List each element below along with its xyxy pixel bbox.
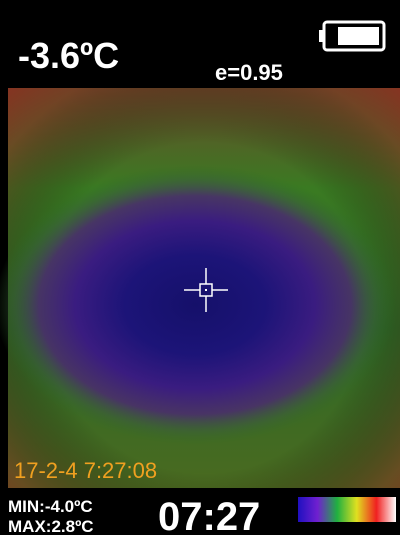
timestamp: 17-2-4 7:27:08 <box>14 458 157 483</box>
min-temperature: MIN:-4.0ºC <box>8 497 93 516</box>
battery-level <box>338 27 379 45</box>
screen: -3.6ºC e=0.95 17-2-4 7:27:08 MIN:-4.0ºC … <box>0 0 400 535</box>
color-scale <box>298 497 396 522</box>
crosshair-dot <box>205 289 207 291</box>
temperature: -3.6ºC <box>18 35 119 76</box>
max-temperature: MAX:2.8ºC <box>8 517 94 535</box>
thermal-cold-zone <box>0 165 395 445</box>
emissivity: e=0.95 <box>215 60 283 85</box>
device-display: -3.6ºC e=0.95 17-2-4 7:27:08 MIN:-4.0ºC … <box>0 0 400 535</box>
clock: 07:27 <box>158 495 260 535</box>
battery-tip <box>319 30 324 42</box>
